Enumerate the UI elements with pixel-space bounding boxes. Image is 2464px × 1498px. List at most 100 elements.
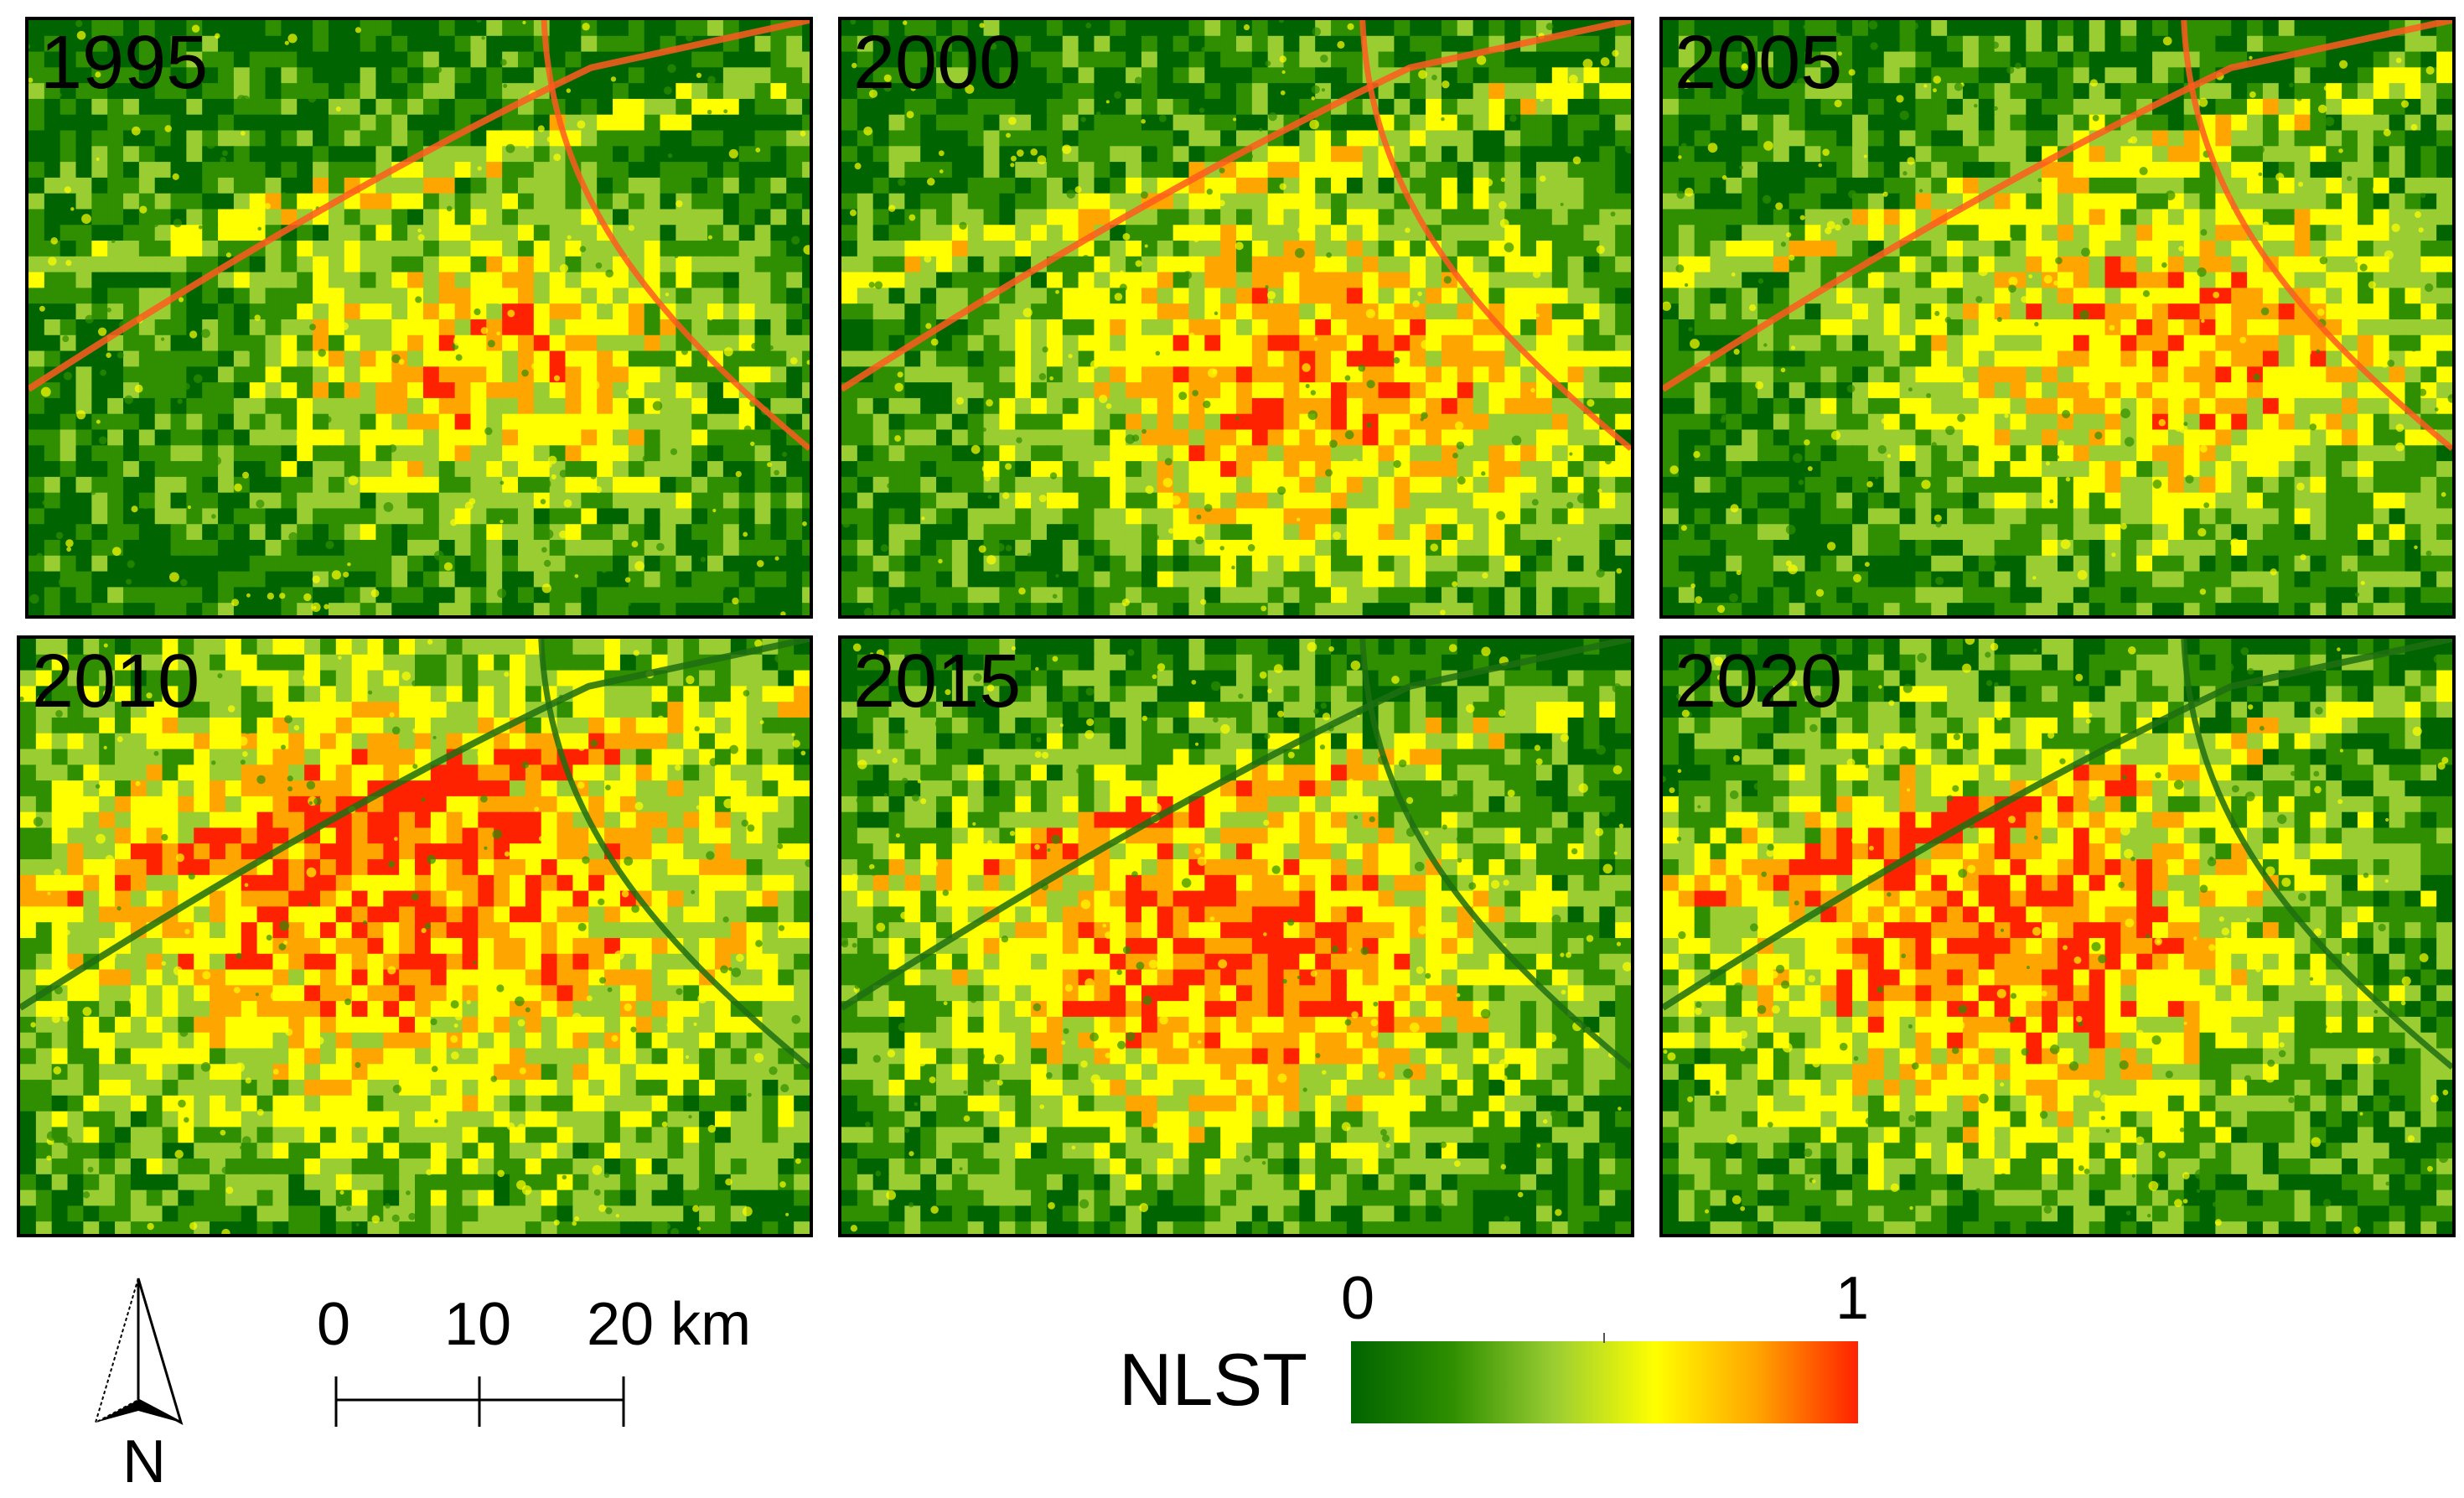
nlst-cell: [1062, 461, 1079, 478]
nlst-speckle: [1145, 485, 1154, 495]
nlst-cell: [233, 146, 251, 163]
nlst-speckle: [774, 469, 779, 476]
nlst-speckle: [1066, 304, 1075, 313]
nlst-cell: [1520, 492, 1537, 510]
nlst-cell: [1535, 334, 1553, 352]
nlst-cell: [422, 130, 440, 148]
nlst-cell: [613, 209, 629, 226]
nlst-cell: [920, 51, 938, 69]
nlst-cell: [1236, 524, 1253, 542]
nlst-speckle: [656, 542, 665, 552]
nlst-cell: [297, 603, 314, 615]
nlst-cell: [233, 162, 251, 179]
nlst-cell: [265, 256, 282, 273]
nlst-cell: [770, 83, 788, 100]
nlst-cell: [1520, 241, 1537, 257]
nlst-speckle: [553, 375, 561, 381]
nlst-cell: [565, 350, 582, 368]
nlst-cell: [857, 241, 874, 257]
nlst-cell: [628, 241, 645, 257]
nlst-cell: [738, 461, 756, 478]
nlst-cell: [920, 461, 938, 478]
nlst-cell: [154, 571, 172, 588]
nlst-speckle: [347, 562, 351, 567]
nlst-cell: [1267, 146, 1285, 163]
nlst-cell: [186, 571, 204, 588]
nlst-cell: [1710, 83, 1727, 100]
nlst-cell: [628, 382, 645, 399]
nlst-cell: [920, 603, 938, 615]
nlst-cell: [786, 397, 804, 415]
nlst-cell: [1535, 225, 1553, 242]
nlst-cell: [1615, 571, 1631, 588]
nlst-cell: [1236, 303, 1253, 320]
nlst-cell: [1172, 366, 1190, 384]
nlst-cell: [502, 114, 519, 132]
nlst-cell: [676, 429, 693, 447]
nlst-cell: [360, 540, 377, 557]
nlst-speckle: [100, 369, 106, 376]
nlst-cell: [454, 225, 472, 242]
nlst-cell: [44, 303, 61, 320]
nlst-cell: [1410, 571, 1427, 588]
nlst-cell: [1551, 524, 1569, 542]
nlst-cell: [1062, 366, 1079, 384]
nlst-cell: [186, 445, 204, 463]
nlst-cell: [517, 146, 535, 163]
nlst-cell: [1551, 225, 1569, 242]
nlst-cell: [1331, 51, 1348, 69]
nlst-cell: [533, 288, 551, 305]
nlst-cell: [233, 130, 251, 148]
nlst-speckle: [1366, 380, 1375, 389]
nlst-cell: [1283, 35, 1301, 53]
nlst-cell: [218, 319, 235, 336]
nlst-cell: [786, 98, 804, 116]
nlst-cell: [1441, 209, 1458, 226]
nlst-cell: [2262, 35, 2280, 53]
nlst-cell: [2167, 162, 2185, 179]
nlst-cell: [872, 366, 890, 384]
nlst-cell: [1757, 114, 1774, 132]
nlst-cell: [738, 225, 756, 242]
nlst-cell: [1188, 334, 1206, 352]
nlst-cell: [2310, 146, 2327, 163]
nlst-cell: [1188, 397, 1206, 415]
nlst-cell: [951, 256, 969, 273]
nlst-cell: [1126, 83, 1142, 100]
nlst-cell: [1804, 51, 1822, 69]
nlst-cell: [2262, 209, 2280, 226]
nlst-cell: [2010, 193, 2027, 210]
nlst-cell: [1315, 288, 1333, 305]
nlst-cell: [202, 555, 220, 573]
nlst-cell: [707, 492, 724, 510]
nlst-cell: [904, 445, 922, 463]
nlst-cell: [786, 209, 804, 226]
nlst-speckle: [1329, 439, 1338, 448]
nlst-cell: [1915, 177, 1933, 194]
nlst-cell: [2215, 209, 2233, 226]
nlst-cell: [722, 603, 740, 615]
nlst-cell: [1567, 461, 1585, 478]
nlst-cell: [1742, 225, 1759, 242]
nlst-cell: [154, 20, 172, 37]
nlst-cell: [722, 555, 740, 573]
nlst-cell: [1157, 209, 1174, 226]
nlst-speckle: [1420, 417, 1424, 422]
nlst-cell: [1188, 350, 1206, 368]
nlst-cell: [1031, 461, 1048, 478]
nlst-speckle: [131, 126, 141, 136]
nlst-cell: [1457, 445, 1474, 463]
nlst-cell: [1031, 540, 1048, 557]
nlst-speckle: [537, 125, 545, 132]
nlst-cell: [170, 20, 188, 37]
nlst-speckle: [898, 178, 906, 187]
nlst-cell: [1504, 413, 1522, 431]
nlst-cell: [1078, 397, 1095, 415]
nlst-cell: [186, 130, 204, 148]
nlst-cell: [44, 319, 61, 336]
nlst-cell: [2342, 162, 2358, 179]
nlst-cell: [644, 555, 661, 573]
nlst-speckle: [1010, 163, 1015, 168]
nlst-cell: [454, 98, 472, 116]
nlst-cell: [1457, 193, 1474, 210]
